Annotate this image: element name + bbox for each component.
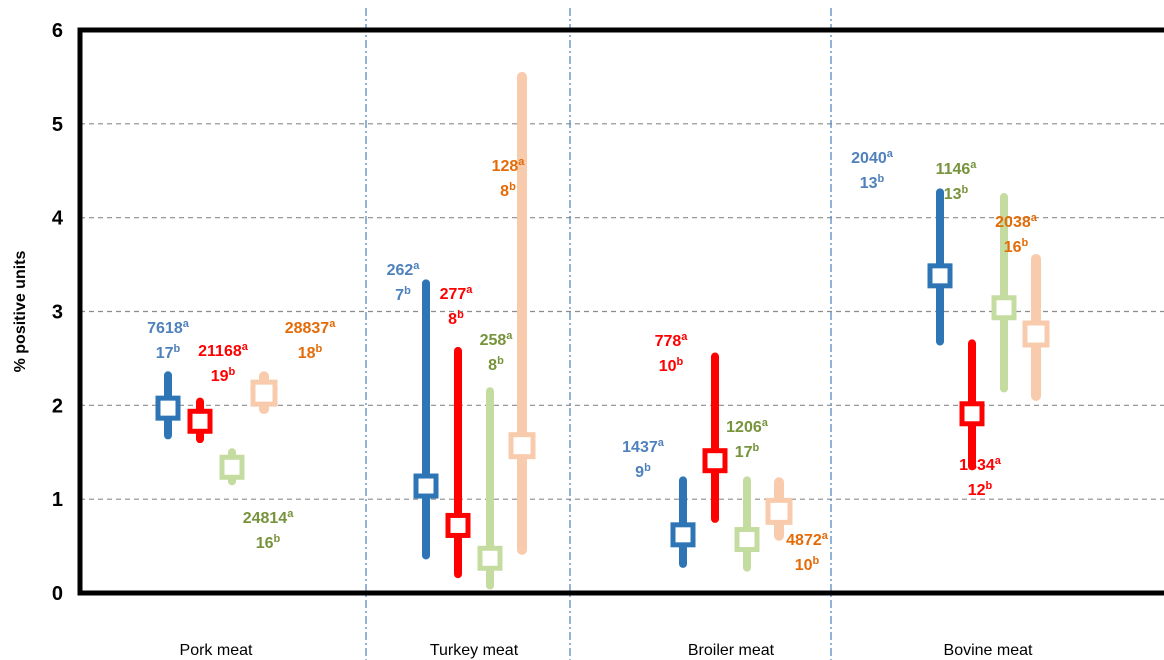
point-marker	[734, 527, 760, 553]
sample-count-label: 24814a	[243, 508, 295, 527]
sample-annotations: 7618a 17b 262a 7b 1437a 9b 2040a 13b 21168a 19b 27…	[147, 148, 1038, 574]
y-tick-label: 3	[52, 302, 63, 324]
sample-count-label: 21168a	[198, 341, 249, 360]
axes	[77, 27, 1164, 596]
point-marker	[413, 473, 439, 499]
sample-count-label: 1206a	[726, 417, 769, 436]
sample-count-label: 262a	[387, 260, 421, 279]
point-marker	[250, 379, 278, 407]
sample-count-label: 128a	[492, 156, 526, 175]
point-marker	[445, 512, 471, 538]
positive-count-label: 10b	[659, 356, 684, 375]
positive-count-label: 10b	[795, 555, 820, 574]
positive-count-label: 17b	[735, 442, 760, 461]
point-marker	[219, 454, 245, 480]
positive-count-label: 13b	[860, 173, 885, 192]
sample-count-label: 2038a	[995, 212, 1038, 231]
point-marker	[187, 408, 213, 434]
positive-count-label: 18b	[298, 343, 323, 362]
x-category-label: Pork meat	[180, 642, 253, 659]
positive-count-label: 16b	[1004, 237, 1029, 256]
positive-count-label: 7b	[395, 285, 411, 304]
positive-count-label: 17b	[156, 343, 181, 362]
point-marker	[765, 497, 793, 525]
y-tick-label: 1	[52, 489, 63, 511]
x-category-label: Bovine meat	[944, 642, 1033, 659]
x-category-labels: Pork meat Turkey meat Broiler meat Bovine m…	[180, 642, 1033, 659]
positive-count-label: 8b	[448, 309, 464, 328]
positive-count-label: 9b	[635, 462, 651, 481]
positive-count-label: 8b	[488, 355, 504, 374]
y-tick-label: 6	[52, 20, 63, 42]
point-marker	[927, 263, 953, 289]
y-tick-label: 2	[52, 395, 63, 417]
point-marker	[959, 401, 985, 427]
sample-count-label: 28837a	[285, 318, 337, 337]
y-tick-label: 5	[52, 114, 63, 136]
point-marker	[702, 448, 728, 474]
sample-count-label: 277a	[440, 284, 474, 303]
sample-count-label: 1437a	[622, 437, 665, 456]
positive-count-label: 19b	[211, 366, 236, 385]
point-marker	[508, 432, 536, 460]
sample-count-label: 4872a	[786, 530, 829, 549]
point-marker	[477, 545, 503, 571]
category-separators	[365, 8, 832, 660]
point-marker	[670, 522, 696, 548]
sample-count-label: 1834a	[959, 455, 1002, 474]
data-marks	[155, 71, 1050, 590]
sample-count-label: 1146a	[936, 159, 978, 178]
sample-count-label: 778a	[655, 331, 689, 350]
y-tick-labels: 0 1 2 3 4 5 6	[52, 20, 64, 605]
y-axis-label: % positive units	[12, 251, 29, 373]
point-marker	[155, 395, 181, 421]
x-category-label: Turkey meat	[430, 642, 519, 659]
y-tick-label: 4	[52, 208, 64, 230]
y-tick-label: 0	[52, 583, 63, 605]
positive-count-label: 12b	[968, 480, 993, 499]
sample-count-label: 7618a	[147, 318, 190, 337]
sample-count-label: 2040a	[851, 148, 894, 167]
positive-count-label: 16b	[256, 533, 281, 552]
positive-count-label: 13b	[944, 184, 969, 203]
point-marker	[1022, 320, 1050, 348]
positive-count-label: 8b	[500, 181, 516, 200]
x-category-label: Broiler meat	[688, 642, 775, 659]
point-marker	[991, 295, 1017, 321]
sample-count-label: 258a	[480, 330, 514, 349]
